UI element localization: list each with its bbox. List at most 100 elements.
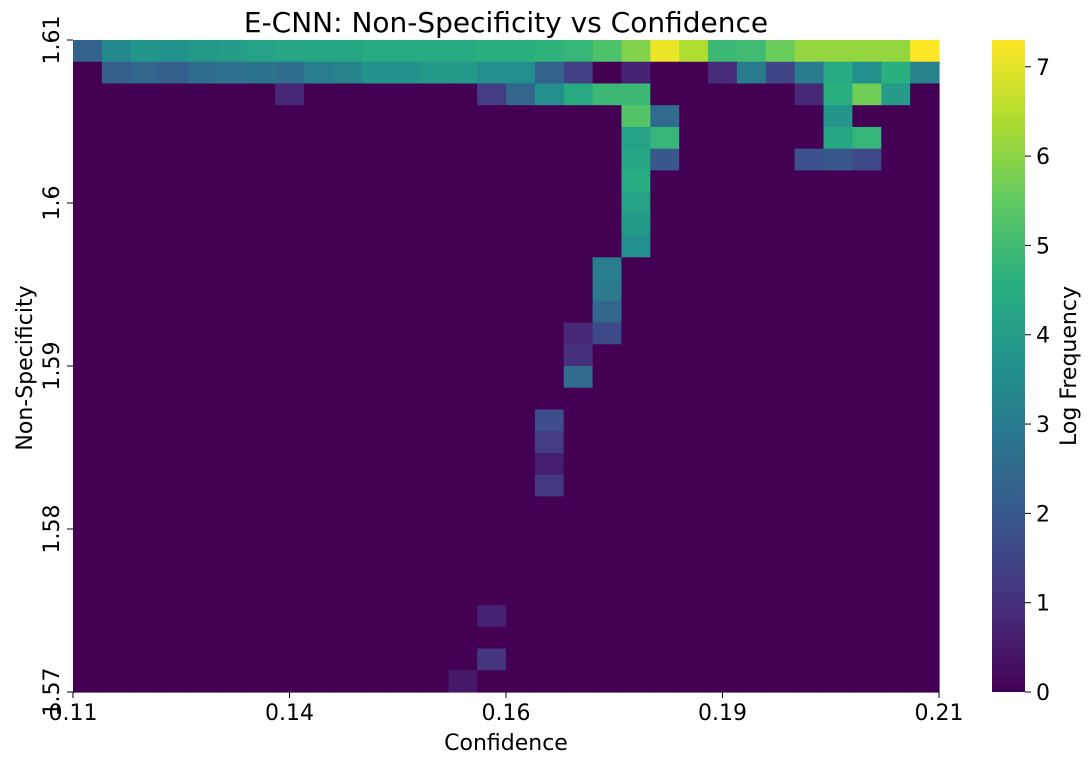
heatmap-cell	[679, 257, 709, 280]
heatmap-cell	[303, 474, 334, 497]
heatmap-cell	[736, 605, 767, 628]
heatmap-cell	[506, 300, 536, 324]
heatmap-cell	[534, 83, 565, 106]
heatmap-cell	[563, 474, 594, 497]
heatmap-cell	[852, 192, 882, 215]
heatmap-cell	[910, 61, 940, 85]
heatmap-cell	[823, 539, 853, 563]
heatmap-cell	[419, 474, 449, 497]
heatmap-cell	[130, 561, 161, 584]
heatmap-cell	[736, 431, 767, 454]
heatmap-cell	[419, 648, 449, 671]
heatmap-cell	[246, 518, 276, 541]
heatmap-cell	[708, 192, 738, 215]
heatmap-cell	[73, 496, 103, 519]
heatmap-cell	[881, 40, 911, 63]
heatmap-cell	[852, 431, 882, 454]
heatmap-cell	[73, 561, 103, 584]
heatmap-cell	[419, 561, 449, 584]
heatmap-cell	[506, 148, 536, 171]
heatmap-cell	[910, 648, 940, 671]
heatmap-cell	[159, 61, 190, 85]
heatmap-cell	[73, 518, 103, 541]
heatmap-cell	[650, 344, 680, 367]
heatmap-cell	[73, 148, 103, 171]
heatmap-cell	[852, 583, 882, 606]
heatmap-cell	[217, 213, 247, 237]
heatmap-cell	[73, 300, 103, 324]
heatmap-cell	[910, 583, 940, 606]
heatmap-cell	[390, 213, 420, 237]
heatmap-cell	[217, 366, 247, 389]
heatmap-cell	[477, 496, 507, 519]
heatmap-cell	[506, 344, 536, 367]
heatmap-cell	[823, 648, 853, 671]
heatmap-cell	[881, 235, 911, 258]
heatmap-cell	[188, 126, 218, 150]
heatmap-cell	[563, 431, 594, 454]
heatmap-cell	[130, 431, 161, 454]
heatmap-cell	[275, 235, 305, 258]
heatmap-cell	[275, 539, 305, 563]
heatmap-cell	[736, 648, 767, 671]
heatmap-cell	[448, 148, 478, 171]
heatmap-cell	[448, 387, 478, 411]
heatmap-cell	[275, 626, 305, 650]
heatmap-cell	[621, 583, 651, 606]
heatmap-cell	[592, 431, 623, 454]
heatmap-cell	[159, 474, 190, 497]
heatmap-cell	[332, 605, 363, 628]
heatmap-cell	[419, 583, 449, 606]
heatmap-cell	[73, 409, 103, 432]
heatmap-cell	[794, 366, 825, 389]
heatmap-cell	[361, 235, 392, 258]
heatmap-cell	[621, 257, 651, 280]
heatmap-cell	[534, 192, 565, 215]
heatmap-cell	[679, 648, 709, 671]
heatmap-cell	[419, 626, 449, 650]
heatmap-cell	[506, 40, 536, 63]
heatmap-cell	[563, 366, 594, 389]
heatmap-cell	[130, 409, 161, 432]
heatmap-cell	[217, 322, 247, 345]
heatmap-cell	[246, 431, 276, 454]
heatmap-cell	[650, 279, 680, 302]
heatmap-cell	[506, 518, 536, 541]
heatmap-cell	[390, 105, 420, 128]
heatmap-cell	[73, 670, 103, 693]
heatmap-cell	[794, 474, 825, 497]
heatmap-cell	[910, 192, 940, 215]
heatmap-cell	[275, 300, 305, 324]
heatmap-cell	[534, 105, 565, 128]
heatmap-cell	[390, 148, 420, 171]
heatmap-cell	[217, 40, 247, 63]
heatmap-cell	[650, 105, 680, 128]
heatmap-cell	[650, 518, 680, 541]
heatmap-cell	[448, 605, 478, 628]
heatmap-cell	[650, 561, 680, 584]
heatmap-cell	[794, 235, 825, 258]
heatmap-cell	[621, 561, 651, 584]
heatmap-cell	[188, 474, 218, 497]
heatmap-cell	[159, 518, 190, 541]
heatmap-cell	[332, 83, 363, 106]
heatmap-cell	[217, 648, 247, 671]
heatmap-cell	[275, 105, 305, 128]
heatmap-cell	[823, 409, 853, 432]
heatmap-cell	[650, 126, 680, 150]
heatmap-cell	[448, 192, 478, 215]
heatmap-cell	[910, 518, 940, 541]
heatmap-cell	[852, 409, 882, 432]
heatmap-cell	[419, 105, 449, 128]
heatmap-cell	[73, 213, 103, 237]
y-tick-label: 1.58	[40, 505, 65, 554]
heatmap-cell	[477, 626, 507, 650]
heatmap-cell	[101, 322, 132, 345]
heatmap-cell	[73, 235, 103, 258]
heatmap-cell	[563, 409, 594, 432]
heatmap-cell	[881, 192, 911, 215]
heatmap-cell	[736, 257, 767, 280]
heatmap-cell	[188, 213, 218, 237]
heatmap-cell	[188, 61, 218, 85]
heatmap-cell	[419, 409, 449, 432]
